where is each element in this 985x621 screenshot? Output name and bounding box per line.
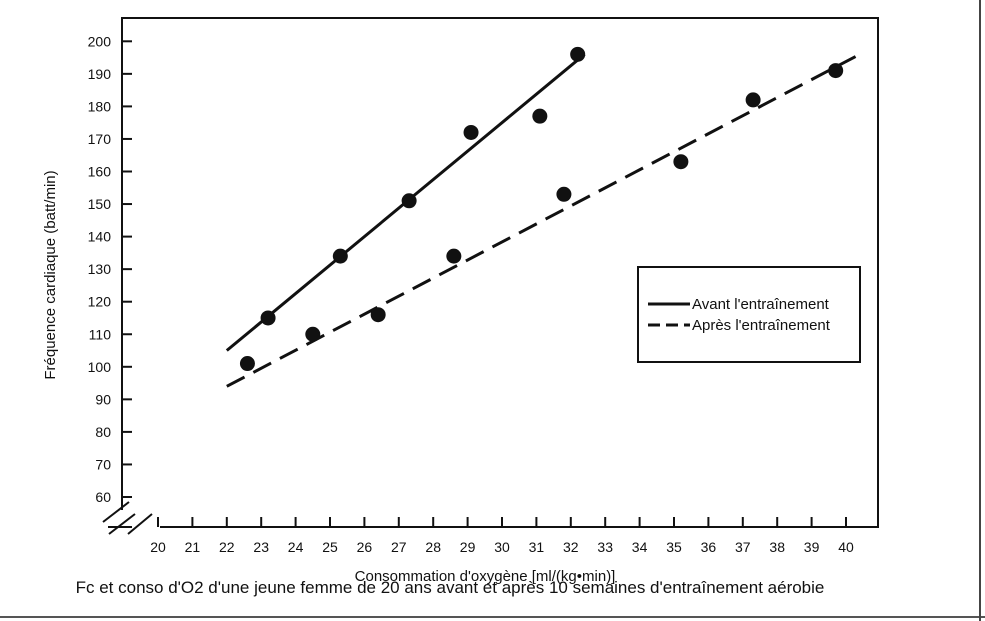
- x-tick-label: 29: [460, 539, 476, 555]
- y-axis-label: Fréquence cardiaque (batt/min): [42, 170, 59, 379]
- x-tick-label: 21: [185, 539, 201, 555]
- y-tick-label: 200: [88, 33, 112, 49]
- x-tick-label: 37: [735, 539, 751, 555]
- data-points: [239, 46, 844, 372]
- axis-break-mark: [102, 501, 153, 535]
- data-point-series-1: [260, 310, 276, 326]
- legend-label-series-2: Après l'entraînement: [692, 317, 831, 334]
- data-point-series-2: [305, 326, 321, 342]
- y-tick-label: 130: [88, 261, 112, 277]
- x-tick-label: 24: [288, 539, 304, 555]
- data-point-series-2: [446, 248, 462, 264]
- x-tick-label: 38: [769, 539, 785, 555]
- x-tick-label: 23: [253, 539, 269, 555]
- x-tick-label: 22: [219, 539, 235, 555]
- y-tick-label: 90: [95, 391, 111, 407]
- legend: Avant l'entraînement Après l'entraînement: [637, 266, 861, 363]
- x-tick-label: 20: [150, 539, 166, 555]
- x-tick-label: 32: [563, 539, 579, 555]
- y-tick-label: 110: [89, 326, 112, 342]
- x-tick-label: 28: [425, 539, 441, 555]
- legend-box: [637, 266, 861, 363]
- y-tick-label: 80: [95, 424, 111, 440]
- y-tick-label: 180: [88, 98, 112, 114]
- data-point-series-2: [239, 356, 255, 372]
- x-tick-label: 33: [597, 539, 613, 555]
- x-tick-label: 30: [494, 539, 510, 555]
- y-axis: 60 70 80 90 100 110 120 130 140 150 160 170 180 190 20…: [88, 33, 132, 505]
- data-point-series-2: [828, 63, 844, 79]
- page-right-edge: [979, 0, 981, 621]
- page-bottom-rule: [0, 616, 985, 618]
- axis-break-slash: [102, 501, 130, 523]
- data-point-series-1: [463, 124, 479, 140]
- x-tick-label: 36: [701, 539, 717, 555]
- legend-label-series-1: Avant l'entraînement: [692, 296, 830, 313]
- data-point-series-1: [532, 108, 548, 124]
- x-tick-label: 39: [804, 539, 820, 555]
- y-tick-label: 100: [88, 359, 112, 375]
- y-tick-label: 190: [88, 66, 112, 82]
- x-tick-label: 25: [322, 539, 338, 555]
- y-tick-label: 170: [88, 131, 112, 147]
- axis-break-slash: [108, 513, 136, 535]
- x-tick-label: 27: [391, 539, 407, 555]
- y-tick-label: 120: [88, 294, 112, 310]
- data-point-series-2: [673, 154, 689, 170]
- x-axis: 20 21 22 23 24 25 26 27 28 29 30 31 32 33 34 35 36 37 38 39…: [150, 517, 854, 555]
- figure-caption: Fc et conso d'O2 d'une jeune femme de 20…: [75, 578, 825, 597]
- data-point-series-2: [370, 307, 386, 323]
- data-point-series-2: [745, 92, 761, 108]
- x-tick-label: 34: [632, 539, 648, 555]
- x-tick-label: 31: [529, 539, 545, 555]
- x-tick-label: 40: [838, 539, 854, 555]
- data-point-series-1: [570, 46, 586, 62]
- x-tick-label: 26: [357, 539, 373, 555]
- y-tick-label: 160: [88, 164, 112, 180]
- y-tick-label: 70: [95, 456, 111, 472]
- data-point-series-1: [332, 248, 348, 264]
- y-tick-label: 140: [88, 229, 112, 245]
- data-point-series-2: [556, 186, 572, 202]
- y-tick-label: 60: [95, 489, 111, 505]
- y-tick-label: 150: [88, 196, 112, 212]
- x-tick-label: 35: [666, 539, 682, 555]
- data-point-series-1: [401, 193, 417, 209]
- x-axis-label: Consommation d'oxygène [ml/(kg•min)]: [355, 568, 616, 585]
- axis-break-slash: [127, 513, 153, 535]
